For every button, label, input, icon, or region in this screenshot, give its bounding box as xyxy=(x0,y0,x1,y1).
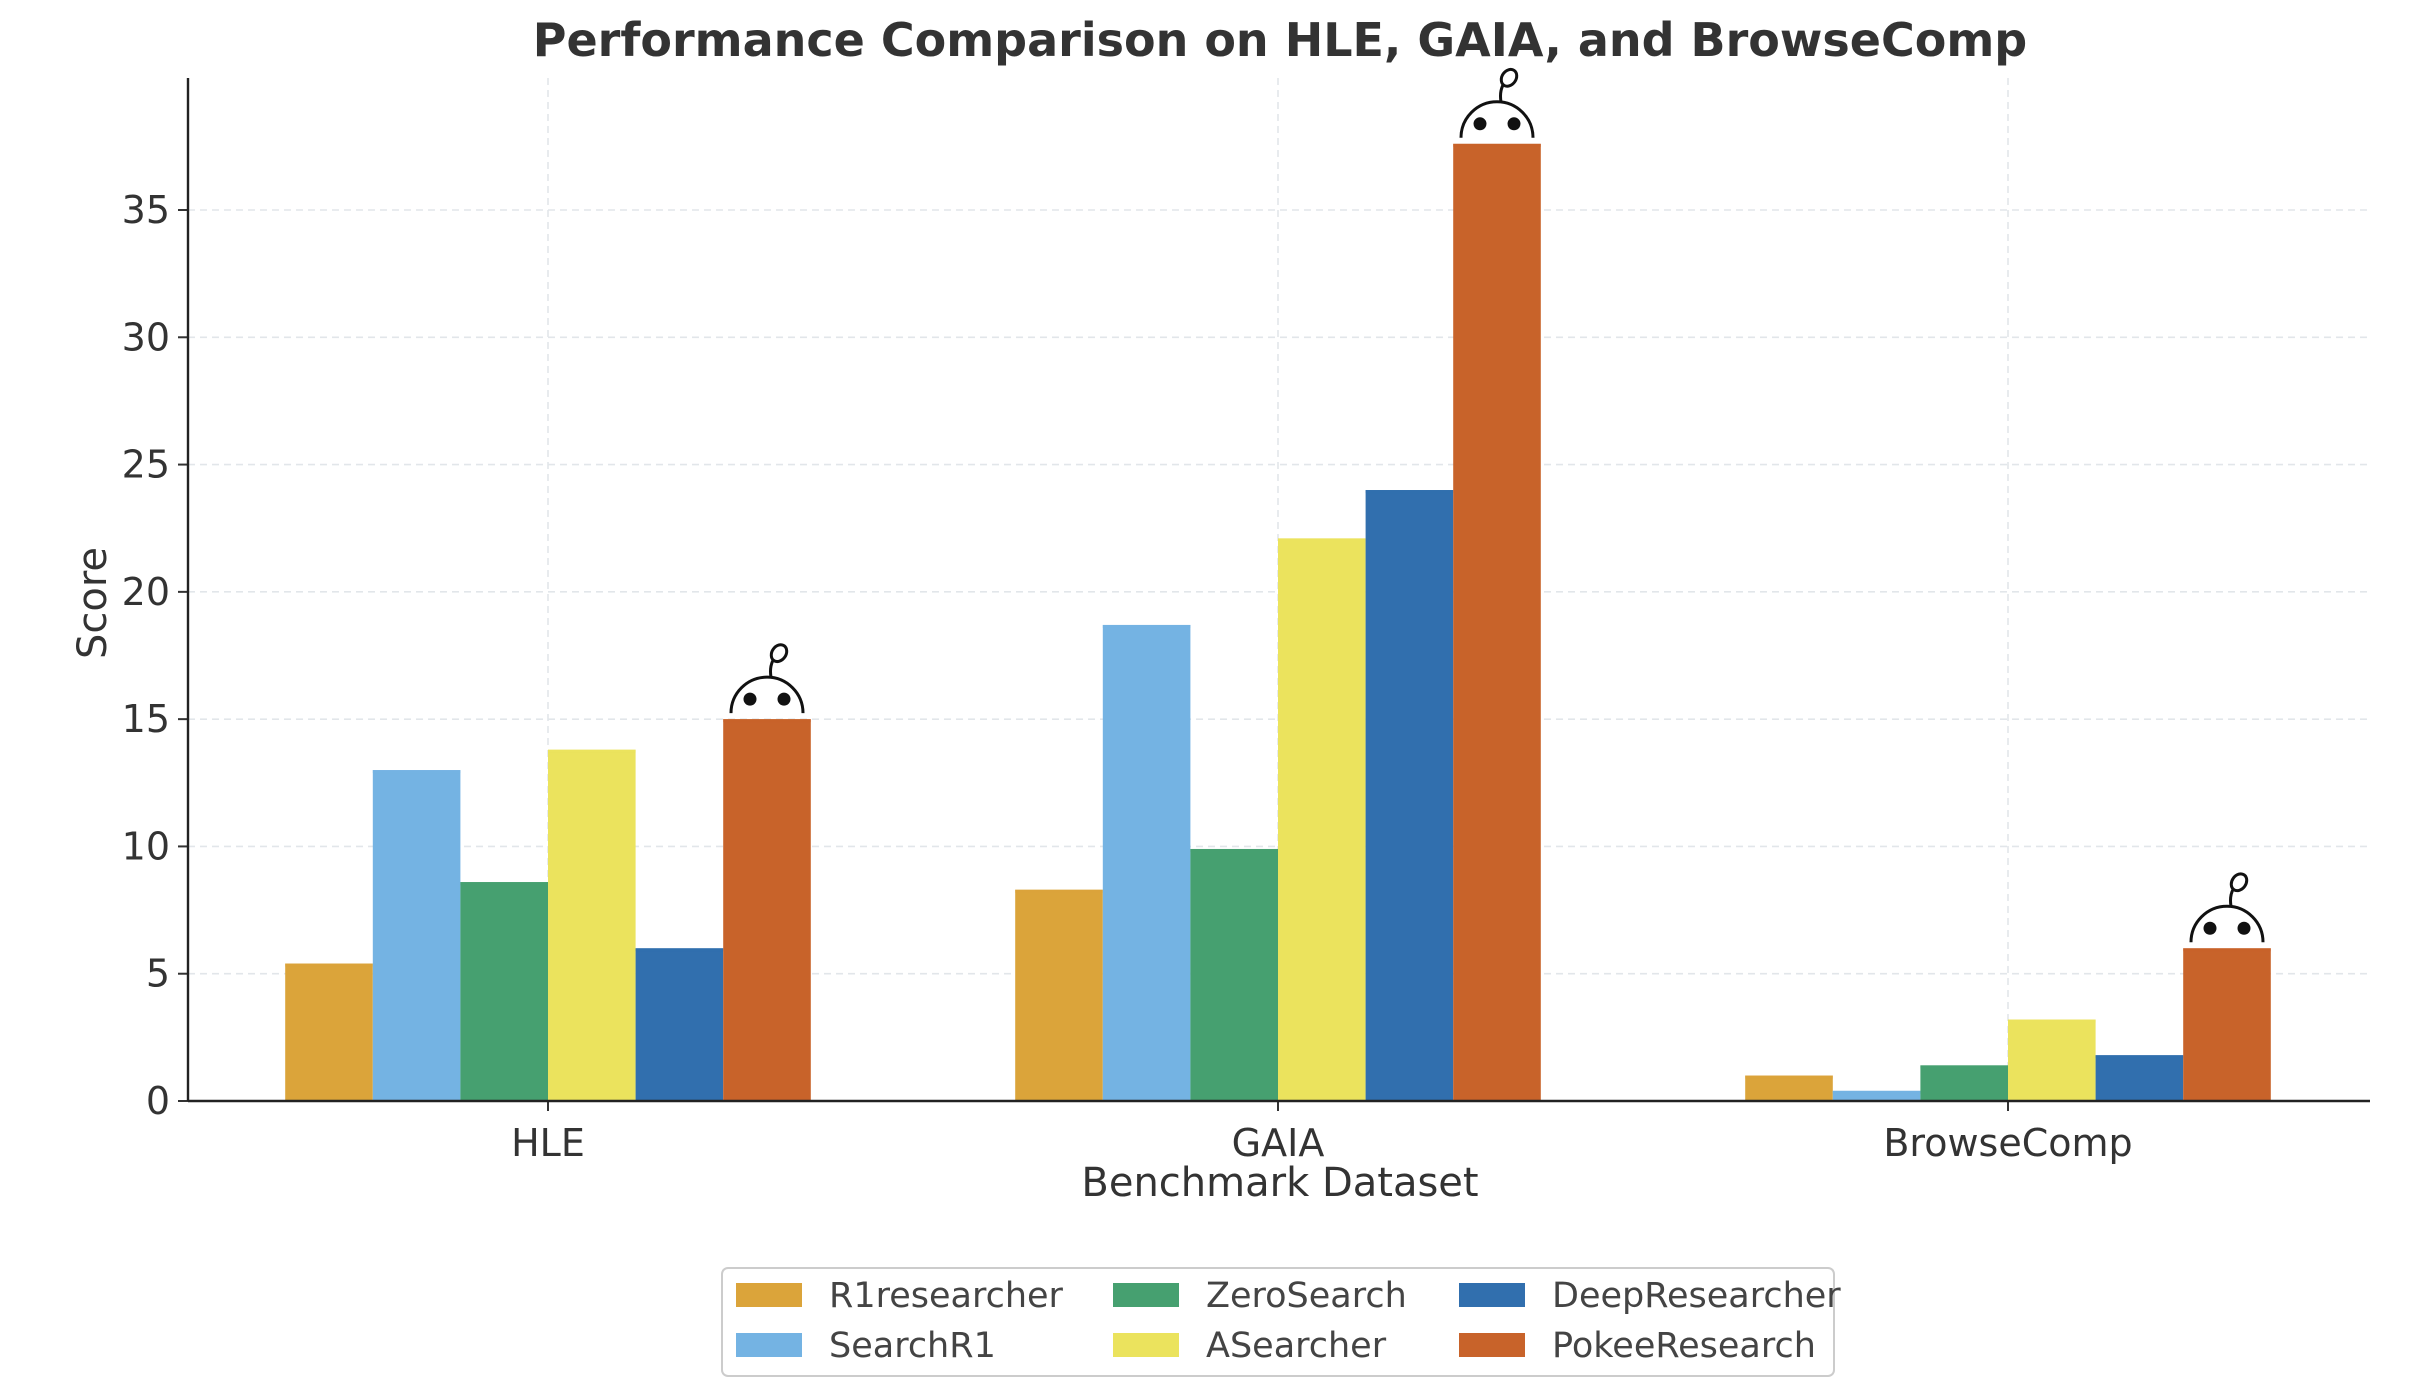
y-tick-label: 20 xyxy=(122,570,170,614)
y-tick-label: 5 xyxy=(146,952,170,996)
bar-zerosearch-gaia xyxy=(1190,848,1278,1101)
bar-deepresearcher-gaia xyxy=(1365,490,1454,1101)
legend-label: R1researcher xyxy=(829,1276,1064,1316)
bar-zerosearch-browsecomp xyxy=(1920,1065,2008,1101)
y-tick-label: 15 xyxy=(122,697,170,741)
legend-label: SearchR1 xyxy=(829,1326,996,1366)
legend-swatch xyxy=(1459,1283,1525,1307)
x-axis-label: Benchmark Dataset xyxy=(1081,1160,1478,1206)
bar-top-edge xyxy=(372,770,461,774)
pokee-mascot-icon xyxy=(729,643,805,714)
icons-layer xyxy=(729,67,2265,943)
bar-top-edge xyxy=(1832,1090,1921,1094)
bar-top-edge xyxy=(1920,1065,2008,1069)
legend: R1researcher SearchR1 ZeroSearch ASearcher D… xyxy=(721,1267,1841,1377)
y-tick-label: 25 xyxy=(122,443,170,487)
bar-zerosearch-hle xyxy=(460,882,548,1101)
legend-label: ASearcher xyxy=(1206,1326,1387,1366)
bar-top-edge xyxy=(1745,1075,1833,1079)
bar-top-edge xyxy=(2008,1019,2096,1023)
bar-top-edge xyxy=(1190,848,1278,852)
legend-label: ZeroSearch xyxy=(1206,1276,1407,1316)
legend-frame xyxy=(721,1267,1835,1377)
y-tick-label: 0 xyxy=(146,1079,170,1123)
x-tick-label: BrowseComp xyxy=(1883,1121,2132,1165)
bar-asearcher-gaia xyxy=(1278,538,1366,1101)
bar-pokeeresearch-gaia xyxy=(1453,143,1541,1102)
bar-top-edge xyxy=(2183,948,2271,952)
legend-item-zerosearch: ZeroSearch xyxy=(1113,1276,1407,1316)
bar-top-edge xyxy=(1453,143,1541,147)
bar-top-edge xyxy=(460,882,548,886)
bar-asearcher-browsecomp xyxy=(2008,1019,2096,1101)
legend-label: DeepResearcher xyxy=(1552,1276,1841,1316)
bar-searchr1-gaia xyxy=(1102,624,1191,1101)
legend-item-r1researcher: R1researcher xyxy=(736,1276,1064,1316)
bar-r1researcher-gaia xyxy=(1015,889,1103,1101)
bars-layer xyxy=(285,143,2271,1102)
bar-pokeeresearch-hle xyxy=(723,719,811,1101)
chart-title: Performance Comparison on HLE, GAIA, and… xyxy=(533,13,2027,67)
legend-item-asearcher: ASearcher xyxy=(1113,1326,1387,1366)
legend-swatch xyxy=(736,1333,802,1357)
bar-r1researcher-hle xyxy=(285,963,373,1101)
legend-swatch xyxy=(736,1283,802,1307)
bar-top-edge xyxy=(548,749,636,753)
legend-item-pokeeresearch: PokeeResearch xyxy=(1459,1326,1816,1366)
x-tick-label: GAIA xyxy=(1232,1121,1325,1165)
bar-top-edge xyxy=(1278,538,1366,542)
bar-top-edge xyxy=(1102,624,1191,628)
bar-pokeeresearch-browsecomp xyxy=(2183,948,2271,1101)
bar-top-edge xyxy=(285,963,373,967)
bar-deepresearcher-browsecomp xyxy=(2095,1055,2184,1101)
bar-top-edge xyxy=(2095,1055,2184,1059)
bar-asearcher-hle xyxy=(548,749,636,1101)
legend-swatch xyxy=(1113,1333,1179,1357)
x-tick-label: HLE xyxy=(511,1121,585,1165)
bar-top-edge xyxy=(635,948,724,952)
bar-deepresearcher-hle xyxy=(635,948,724,1101)
bar-searchr1-browsecomp xyxy=(1832,1090,1921,1101)
y-tick-label: 35 xyxy=(122,188,170,232)
y-tick-label: 30 xyxy=(122,315,170,359)
axes-layer: 0 5 10 15 20 25 30 35 HLE GAIA BrowseComp xyxy=(122,78,2370,1165)
legend-label: PokeeResearch xyxy=(1552,1326,1816,1366)
bar-top-edge xyxy=(723,719,811,723)
pokee-mascot-icon xyxy=(2189,872,2265,943)
legend-item-deepresearcher: DeepResearcher xyxy=(1459,1276,1841,1316)
bar-searchr1-hle xyxy=(372,770,461,1101)
bar-r1researcher-browsecomp xyxy=(1745,1075,1833,1101)
legend-swatch xyxy=(1459,1333,1525,1357)
legend-swatch xyxy=(1113,1283,1179,1307)
y-tick-label: 10 xyxy=(122,824,170,868)
bar-top-edge xyxy=(1365,490,1454,494)
legend-item-searchr1: SearchR1 xyxy=(736,1326,996,1366)
bar-top-edge xyxy=(1015,889,1103,893)
y-axis-label: Score xyxy=(70,547,116,659)
pokee-mascot-icon xyxy=(1459,67,1535,138)
